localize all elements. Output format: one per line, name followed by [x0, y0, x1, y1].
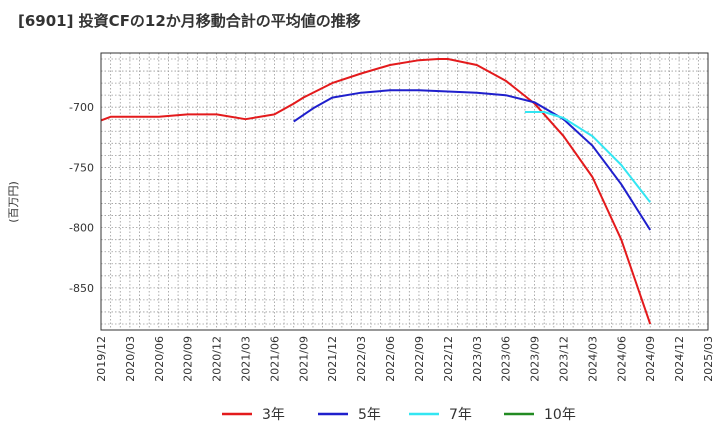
- x-tick-label: 2023/09: [529, 336, 542, 382]
- x-tick-label: 2021/12: [326, 336, 339, 382]
- x-tick-label: 2025/03: [702, 336, 715, 382]
- y-axis-label: (百万円): [7, 181, 20, 223]
- legend-label: 3年: [262, 407, 285, 423]
- x-tick-label: 2021/03: [240, 336, 253, 382]
- y-axis-ticks: -700 -750 -800 -850: [69, 101, 94, 295]
- legend-label: 10年: [544, 407, 576, 423]
- chart-title: [6901] 投資CFの12か月移動合計の平均値の推移: [18, 12, 361, 30]
- x-tick-label: 2024/03: [586, 336, 599, 382]
- x-tick-label: 2022/12: [442, 336, 455, 382]
- x-tick-label: 2023/06: [500, 336, 513, 382]
- series-line-0: [100, 58, 652, 325]
- x-tick-label: 2021/09: [297, 336, 310, 382]
- x-tick-label: 2024/12: [673, 336, 686, 382]
- x-axis-ticks: 2019/12 2020/03 2020/06 2020/09 2020/12 2021/…: [95, 336, 715, 382]
- vertical-gridlines: [110, 53, 699, 330]
- plot-area: [101, 53, 708, 330]
- legend: 3年 5年 7年 10年: [222, 407, 576, 423]
- series-line-2: [524, 111, 651, 203]
- y-tick-label: -800: [69, 222, 94, 235]
- y-tick-label: -850: [69, 282, 94, 295]
- x-tick-label: 2020/12: [211, 336, 224, 382]
- x-tick-label: 2022/06: [384, 336, 397, 382]
- x-tick-label: 2020/09: [182, 336, 195, 382]
- x-tick-label: 2020/06: [153, 336, 166, 382]
- x-tick-label: 2024/06: [615, 336, 628, 382]
- x-tick-label: 2024/09: [644, 336, 657, 382]
- x-tick-label: 2022/03: [355, 336, 368, 382]
- y-tick-label: -700: [69, 101, 94, 114]
- series-line-1: [293, 89, 652, 231]
- x-tick-label: 2023/03: [471, 336, 484, 382]
- x-tick-label: 2022/09: [413, 336, 426, 382]
- x-tick-label: 2019/12: [95, 336, 108, 382]
- plot-frame: [100, 52, 709, 331]
- series-lines: [100, 58, 652, 325]
- y-tick-label: -750: [69, 161, 94, 174]
- legend-label: 5年: [358, 407, 381, 423]
- x-tick-label: 2023/12: [558, 336, 571, 382]
- legend-label: 7年: [449, 407, 472, 423]
- x-tick-label: 2020/03: [124, 336, 137, 382]
- x-tick-label: 2021/06: [268, 336, 281, 382]
